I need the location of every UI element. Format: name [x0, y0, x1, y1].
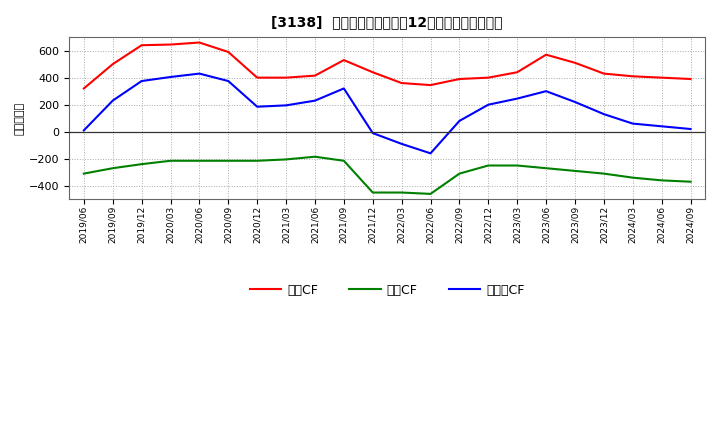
営業CF	[282, 75, 290, 80]
フリーCF	[109, 98, 117, 103]
Legend: 営業CF, 投資CF, フリーCF: 営業CF, 投資CF, フリーCF	[245, 279, 530, 301]
Y-axis label: （百万円）: （百万円）	[15, 102, 25, 135]
営業CF	[600, 71, 608, 76]
フリーCF	[166, 74, 175, 80]
Line: フリーCF: フリーCF	[84, 73, 690, 153]
営業CF	[79, 86, 88, 91]
投資CF	[310, 154, 319, 159]
投資CF	[600, 171, 608, 176]
投資CF	[455, 171, 464, 176]
フリーCF	[571, 99, 580, 105]
投資CF	[138, 161, 146, 167]
フリーCF	[541, 88, 550, 94]
Title: [3138]  キャッシュフローの12か月移動合計の推移: [3138] キャッシュフローの12か月移動合計の推移	[271, 15, 503, 29]
営業CF	[426, 82, 435, 88]
営業CF	[571, 60, 580, 66]
投資CF	[629, 175, 637, 180]
投資CF	[253, 158, 261, 163]
フリーCF	[484, 102, 492, 107]
投資CF	[340, 158, 348, 163]
フリーCF	[686, 126, 695, 132]
フリーCF	[455, 118, 464, 124]
投資CF	[224, 158, 233, 163]
フリーCF	[79, 128, 88, 133]
フリーCF	[397, 141, 406, 147]
営業CF	[629, 73, 637, 79]
フリーCF	[310, 98, 319, 103]
営業CF	[513, 70, 521, 75]
フリーCF	[282, 103, 290, 108]
Line: 投資CF: 投資CF	[84, 157, 690, 194]
投資CF	[166, 158, 175, 163]
営業CF	[166, 42, 175, 47]
フリーCF	[195, 71, 204, 76]
営業CF	[195, 40, 204, 45]
投資CF	[195, 158, 204, 163]
営業CF	[369, 70, 377, 75]
フリーCF	[253, 104, 261, 110]
営業CF	[484, 75, 492, 80]
Line: 営業CF: 営業CF	[84, 43, 690, 88]
投資CF	[397, 190, 406, 195]
フリーCF	[138, 78, 146, 84]
投資CF	[484, 163, 492, 168]
投資CF	[109, 165, 117, 171]
投資CF	[369, 190, 377, 195]
投資CF	[513, 163, 521, 168]
フリーCF	[629, 121, 637, 126]
投資CF	[686, 179, 695, 184]
営業CF	[109, 62, 117, 67]
営業CF	[340, 58, 348, 63]
投資CF	[657, 178, 666, 183]
フリーCF	[340, 86, 348, 91]
フリーCF	[600, 111, 608, 117]
投資CF	[571, 168, 580, 173]
営業CF	[657, 75, 666, 80]
営業CF	[541, 52, 550, 57]
投資CF	[541, 165, 550, 171]
営業CF	[686, 77, 695, 82]
フリーCF	[224, 78, 233, 84]
フリーCF	[426, 150, 435, 156]
営業CF	[397, 81, 406, 86]
フリーCF	[657, 124, 666, 129]
営業CF	[310, 73, 319, 78]
フリーCF	[369, 130, 377, 136]
営業CF	[455, 77, 464, 82]
営業CF	[138, 43, 146, 48]
投資CF	[426, 191, 435, 197]
営業CF	[253, 75, 261, 80]
営業CF	[224, 49, 233, 55]
投資CF	[79, 171, 88, 176]
投資CF	[282, 157, 290, 162]
フリーCF	[513, 96, 521, 101]
